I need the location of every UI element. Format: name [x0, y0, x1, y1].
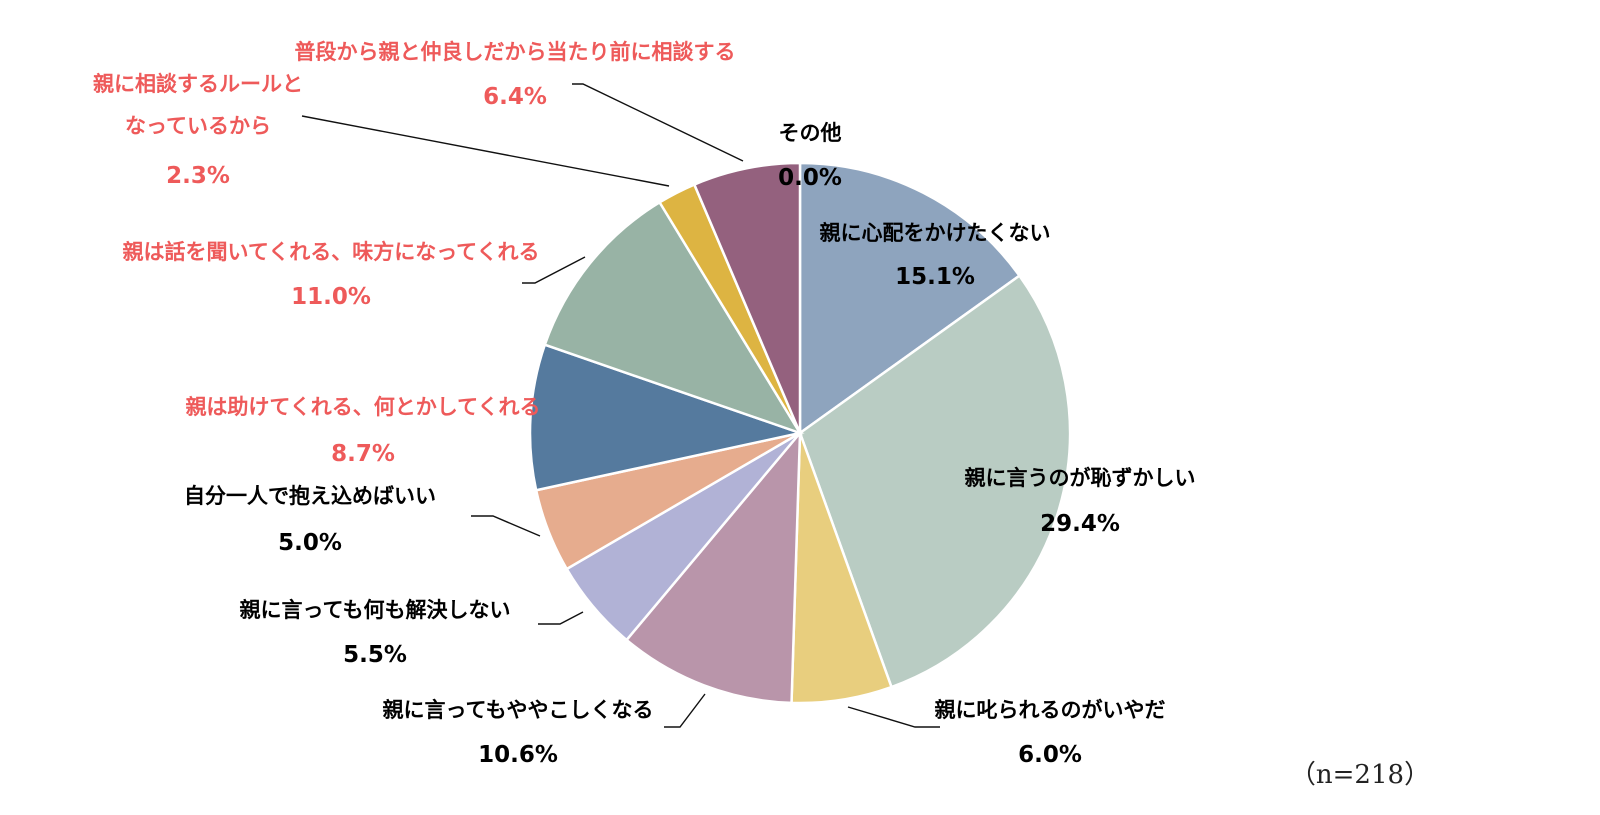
pie-slices: [528, 161, 1072, 705]
slice-label: 親に言っても何も解決しない: [240, 598, 511, 622]
slice-label: 自分一人で抱え込めばいい: [184, 484, 436, 508]
leader-line: [572, 83, 744, 162]
leader-line: [471, 515, 541, 537]
slice-value-label: 8.7%: [331, 441, 395, 467]
slice-value-label: 5.0%: [278, 530, 342, 556]
slice-label: 親は話を聞いてくれる、味方になってくれる: [122, 240, 539, 264]
slice-label: 親に言うのが恥ずかしい: [965, 466, 1196, 490]
leader-lines: [301, 83, 940, 728]
leader-line: [847, 706, 940, 728]
slice-label: 親に相談するルールとなっているから: [93, 72, 303, 138]
leader-line: [664, 693, 706, 728]
slice-value-label: 0.0%: [778, 165, 842, 191]
slice-labels: 親に心配をかけたくない 15.1% 親に言うのが恥ずかしい 29.4% 親に叱られるのが…: [93, 40, 1196, 768]
pie-slice: [692, 161, 802, 434]
slice-label: 親に叱られるのがいやだ: [935, 698, 1166, 722]
slice-label: 親に言ってもややこしくなる: [383, 698, 654, 722]
slice-label: 親に心配をかけたくない: [820, 221, 1051, 245]
pie-slice: [798, 273, 1072, 689]
slice-value-label: 6.4%: [483, 84, 547, 110]
leader-line: [301, 115, 670, 187]
slice-value-label: 15.1%: [895, 264, 975, 290]
pie-slice: [624, 429, 802, 705]
slice-label: 親は助けてくれる、何とかしてくれる: [185, 395, 540, 419]
slice-value-label: 2.3%: [166, 163, 230, 189]
slice-value-label: 6.0%: [1018, 742, 1082, 768]
slice-label: その他: [779, 121, 842, 145]
slice-value-label: 29.4%: [1040, 511, 1120, 537]
leader-line: [522, 256, 586, 284]
sample-size-note: （n=218）: [1290, 760, 1430, 790]
pie-slice: [543, 200, 803, 436]
slice-value-label: 5.5%: [343, 642, 407, 668]
slice-label: 普段から親と仲良しだから当たり前に相談する: [295, 40, 736, 64]
leader-line: [538, 611, 584, 625]
pie-slice: [798, 161, 1022, 436]
slice-value-label: 11.0%: [291, 284, 371, 310]
slice-value-label: 10.6%: [478, 742, 558, 768]
pie-slice: [528, 343, 805, 492]
